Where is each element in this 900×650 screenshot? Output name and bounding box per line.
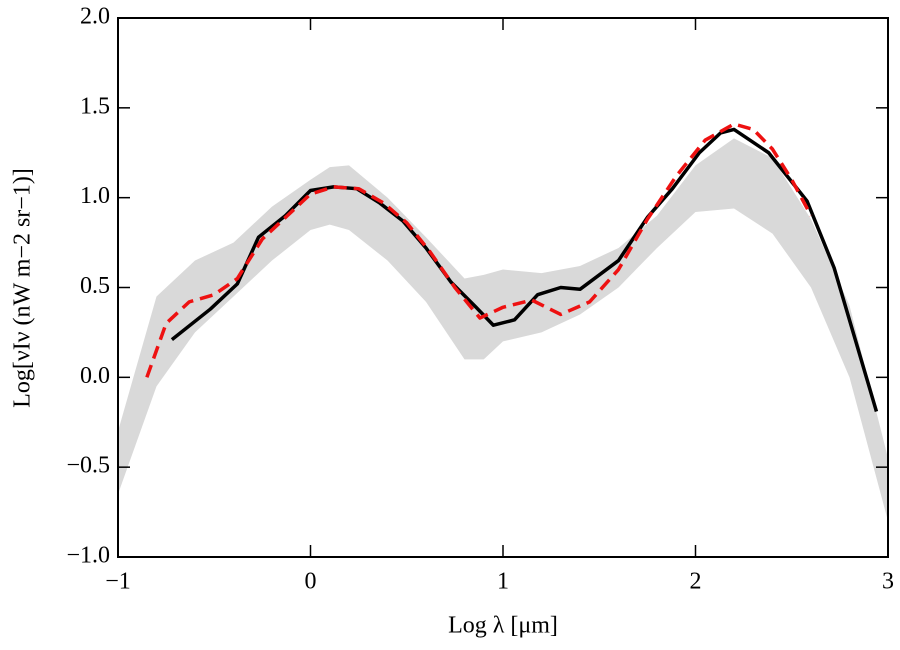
y-tick-label: 0.5	[80, 273, 110, 299]
y-tick-label: 0.0	[80, 363, 110, 389]
x-tick-label: −1	[105, 569, 131, 595]
y-axis-label: Log[νIν (nW m−2 sr−1)]	[10, 168, 36, 408]
x-tick-label: 1	[497, 569, 509, 595]
series-line	[170, 127, 879, 412]
x-tick-label: 0	[305, 569, 317, 595]
x-axis-label: Log λ [μm]	[448, 613, 558, 639]
y-tick-label: −0.5	[66, 453, 110, 479]
series-line	[145, 122, 813, 378]
y-tick-label: 1.0	[80, 183, 110, 209]
x-tick-label: 3	[882, 569, 894, 595]
y-tick-label: −1.0	[66, 543, 110, 569]
uncertainty-band	[118, 138, 888, 522]
x-tick-label: 2	[690, 569, 702, 595]
y-tick-label: 1.5	[80, 93, 110, 119]
y-tick-label: 2.0	[80, 4, 110, 30]
